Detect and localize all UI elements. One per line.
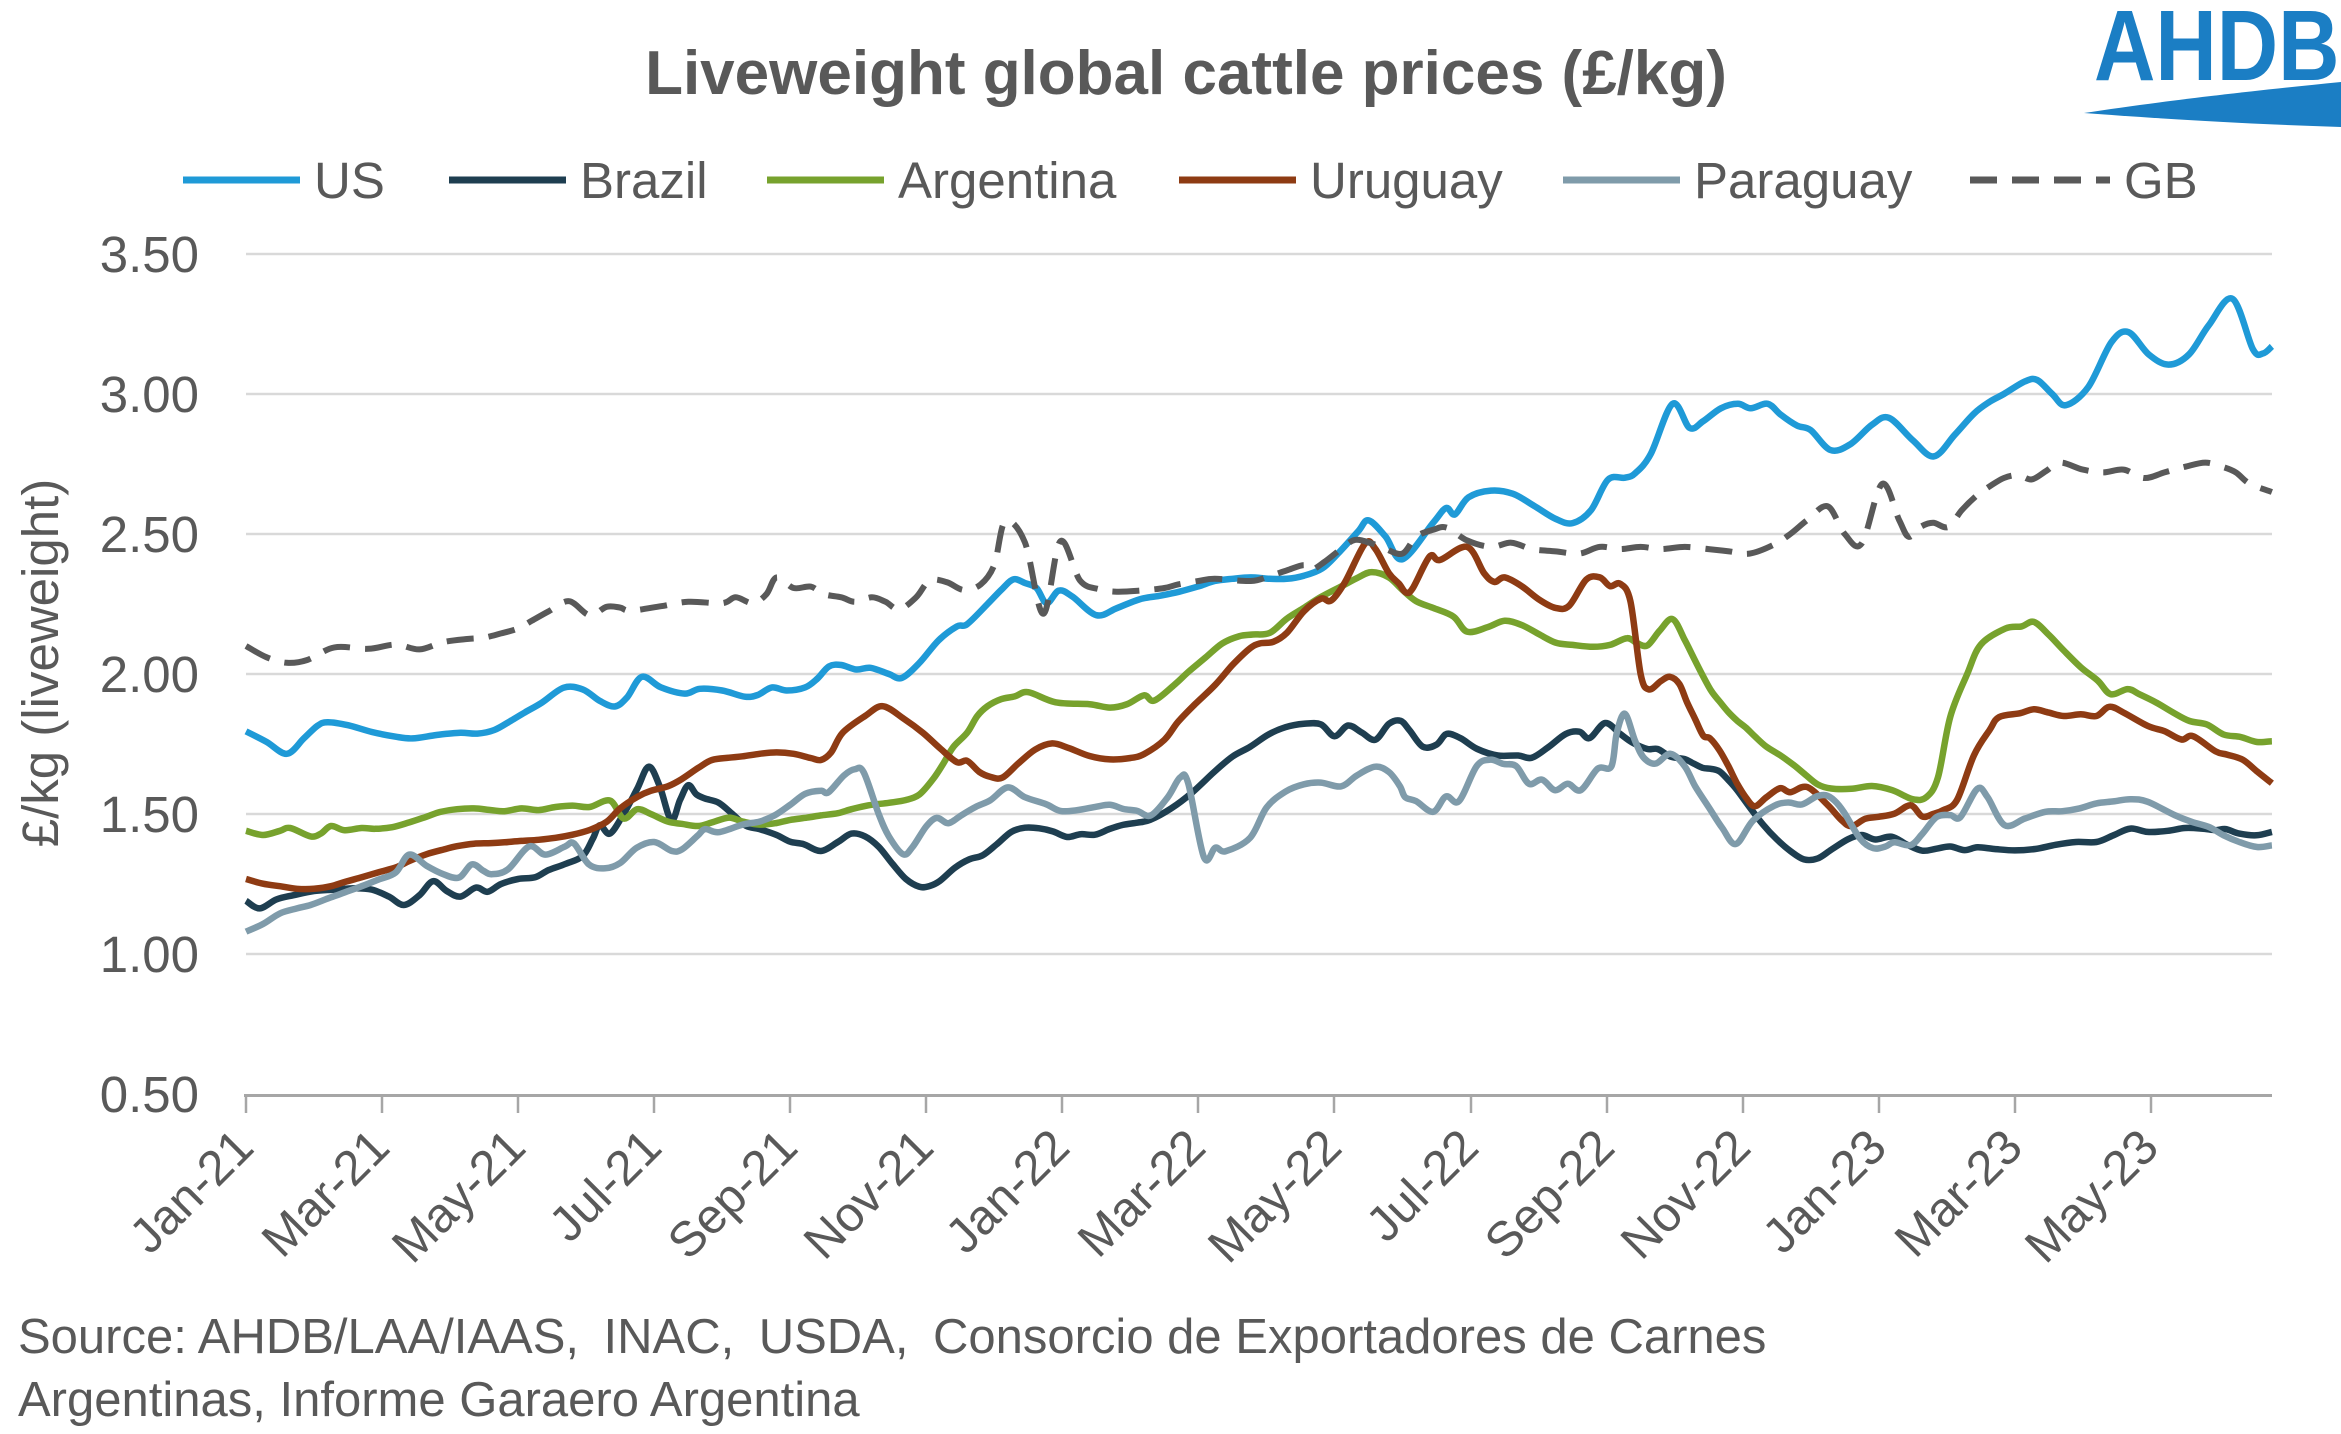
svg-text:2.00: 2.00 [100,646,199,703]
svg-text:AHDB: AHDB [2094,0,2340,102]
svg-text:Paraguay: Paraguay [1694,152,1913,209]
svg-text:1.50: 1.50 [100,786,199,843]
svg-text:3.00: 3.00 [100,366,199,423]
svg-text:2.50: 2.50 [100,506,199,563]
svg-text:Uruguay: Uruguay [1310,152,1503,209]
svg-text:1.00: 1.00 [100,926,199,983]
svg-text:US: US [314,152,385,209]
svg-text:0.50: 0.50 [100,1066,199,1123]
svg-text:3.50: 3.50 [100,226,199,283]
svg-text:Liveweight global cattle price: Liveweight global cattle prices (£/kg) [645,39,1727,108]
svg-text:Argentina: Argentina [898,152,1117,209]
svg-text:Source: AHDB/LAA/IAAS, INAC, U: Source: AHDB/LAA/IAAS, INAC, USDA, Conso… [18,1310,1766,1364]
svg-text:Brazil: Brazil [580,152,708,209]
svg-text:Argentinas, Informe Garaero Ar: Argentinas, Informe Garaero Argentina [18,1373,860,1427]
svg-text:£/kg (liveweight): £/kg (liveweight) [12,479,69,847]
svg-text:GB: GB [2124,152,2198,209]
